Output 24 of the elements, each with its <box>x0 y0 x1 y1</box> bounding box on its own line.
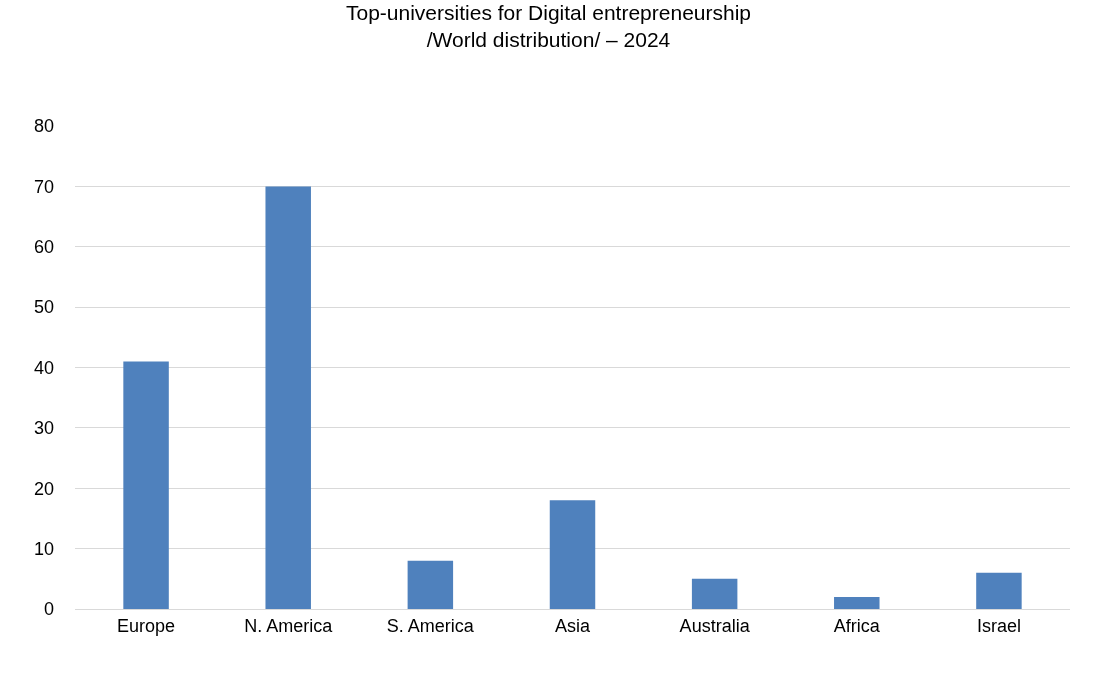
y-tick-label: 70 <box>33 176 54 197</box>
y-tick-label: 50 <box>33 297 54 318</box>
y-tick-label: 30 <box>33 418 54 439</box>
x-tick-label: Africa <box>833 615 881 636</box>
x-tick-label: Asia <box>554 615 591 636</box>
y-tick-label: 10 <box>33 538 54 559</box>
y-tick-label: 0 <box>43 599 54 620</box>
y-tick-label: 40 <box>33 357 54 378</box>
chart-title: Top-universities for Digital entrepreneurship /World distribution/ – 2024 <box>345 1 752 52</box>
bar <box>691 578 738 609</box>
bar <box>834 596 880 609</box>
y-tick-label: 20 <box>33 478 54 499</box>
bar <box>407 560 454 609</box>
x-tick-label: Israel <box>976 615 1021 636</box>
x-tick-label: Australia <box>679 615 751 636</box>
bar <box>976 572 1022 609</box>
bar <box>265 186 311 609</box>
x-tick-label: S. America <box>386 615 475 636</box>
bar <box>123 361 169 609</box>
x-tick-label: Europe <box>117 615 176 636</box>
y-tick-label: 80 <box>33 116 54 137</box>
y-tick-label: 60 <box>33 237 54 258</box>
x-tick-label: N. America <box>244 615 334 636</box>
bar <box>549 500 596 609</box>
